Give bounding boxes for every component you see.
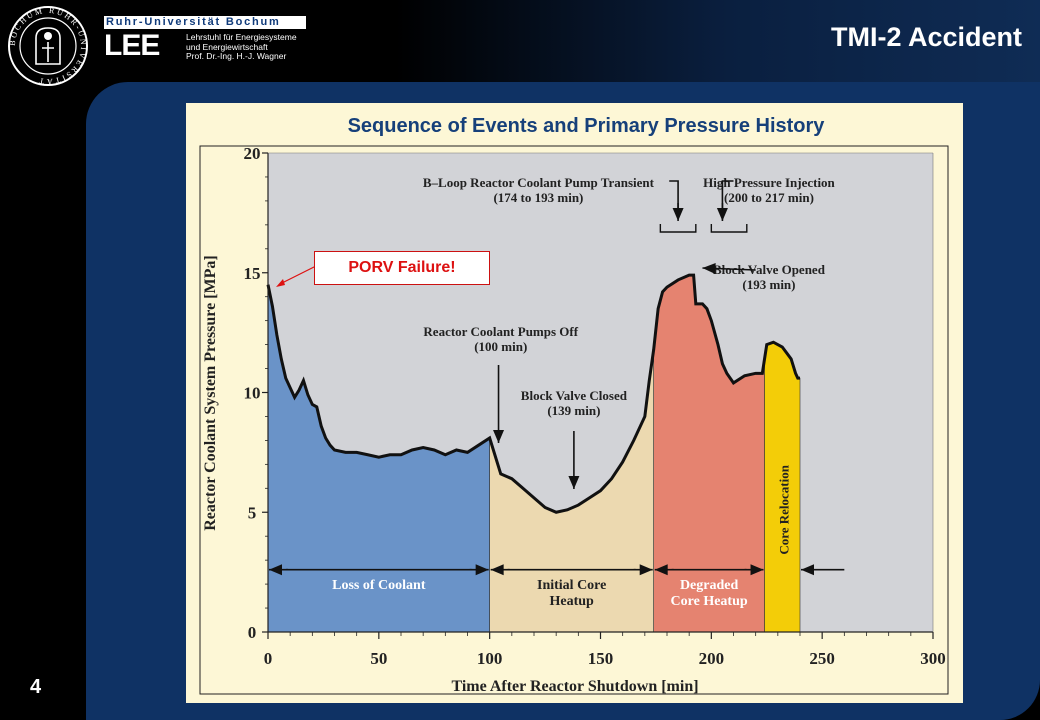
phase-label: Degraded Core Heatup — [671, 578, 748, 609]
annotation-block-valve-closed: Block Valve Closed (139 min) — [521, 388, 628, 418]
chair-line: und Energiewirtschaft — [186, 41, 268, 52]
phase-label: Initial Core Heatup — [537, 578, 606, 609]
lee-logo: LEE — [104, 29, 160, 62]
x-tick-label: 300 — [920, 649, 946, 668]
x-tick-label: 150 — [588, 649, 614, 668]
porv-pointer-head — [276, 279, 285, 287]
phase-span-arrow-head — [639, 564, 653, 576]
header-band — [0, 0, 1040, 82]
y-tick-label: 20 — [244, 144, 261, 163]
y-tick-label: 5 — [248, 503, 257, 522]
phase-label: Core Relocation — [776, 464, 791, 554]
slide-title: TMI-2 Accident — [830, 22, 1022, 52]
chart-title: Sequence of Events and Primary Pressure … — [347, 115, 825, 137]
phase-span-arrow-head — [475, 564, 489, 576]
phase-span-arrow-head — [654, 564, 668, 576]
porv-pointer-line — [281, 265, 317, 284]
chair-line: Prof. Dr.-Ing. H.-J. Wagner — [186, 51, 287, 61]
phase-span-arrow-head — [490, 564, 504, 576]
annotation-block-valve-opened: Block Valve Opened (193 min) — [713, 262, 826, 292]
x-tick-label: 200 — [699, 649, 725, 668]
x-tick-label: 100 — [477, 649, 503, 668]
bracket-rcp-transient — [659, 224, 697, 233]
y-axis-label: Reactor Coolant System Pressure [MPa] — [202, 255, 219, 531]
university-seal-icon: BOCHUM RUHR-UNIVERSITÄT — [8, 6, 88, 86]
porv-failure-callout: PORV Failure! — [314, 251, 490, 285]
chair-info: Lehrstuhl für Energiesysteme und Energie… — [186, 32, 297, 62]
x-tick-label: 0 — [264, 649, 273, 668]
x-tick-label: 250 — [809, 649, 835, 668]
x-axis-label: Time After Reactor Shutdown [min] — [451, 678, 698, 695]
y-tick-label: 0 — [248, 623, 257, 642]
pressure-series-line — [266, 273, 800, 514]
y-tick-label: 15 — [244, 264, 261, 283]
core-relocation-arrow-head — [801, 564, 814, 576]
x-tick-label: 50 — [370, 649, 387, 668]
phase-label: Loss of Coolant — [332, 578, 426, 593]
phase-span-arrow-head — [750, 564, 764, 576]
phase-span-arrow-head — [269, 564, 282, 576]
y-tick-label: 10 — [244, 384, 261, 403]
annotation-rcp-transient: B–Loop Reactor Coolant Pump Transient (17… — [423, 175, 655, 205]
chart-figure: Sequence of Events and Primary Pressure … — [186, 103, 963, 703]
arrow-rcp-transient-head-head — [672, 208, 684, 221]
arrow-block-valve-opened-head — [702, 262, 716, 274]
annotation-pumps-off: Reactor Coolant Pumps Off (100 min) — [423, 324, 578, 354]
arrow-pumps-off-head — [493, 430, 505, 443]
slide-number: 4 — [30, 676, 42, 698]
annotation-hpi: High Pressure Injection (200 to 217 min) — [703, 175, 835, 205]
figure-frame — [199, 145, 949, 695]
arrow-hpi-head-head — [716, 208, 728, 221]
chair-line: Lehrstuhl für Energiesysteme — [186, 32, 297, 42]
arrow-rcp-transient — [669, 180, 679, 208]
university-name: Ruhr-Universität Bochum — [104, 16, 306, 29]
arrow-hpi — [721, 180, 734, 208]
bracket-hpi — [710, 224, 748, 233]
arrow-block-valve-closed-head — [568, 476, 580, 489]
